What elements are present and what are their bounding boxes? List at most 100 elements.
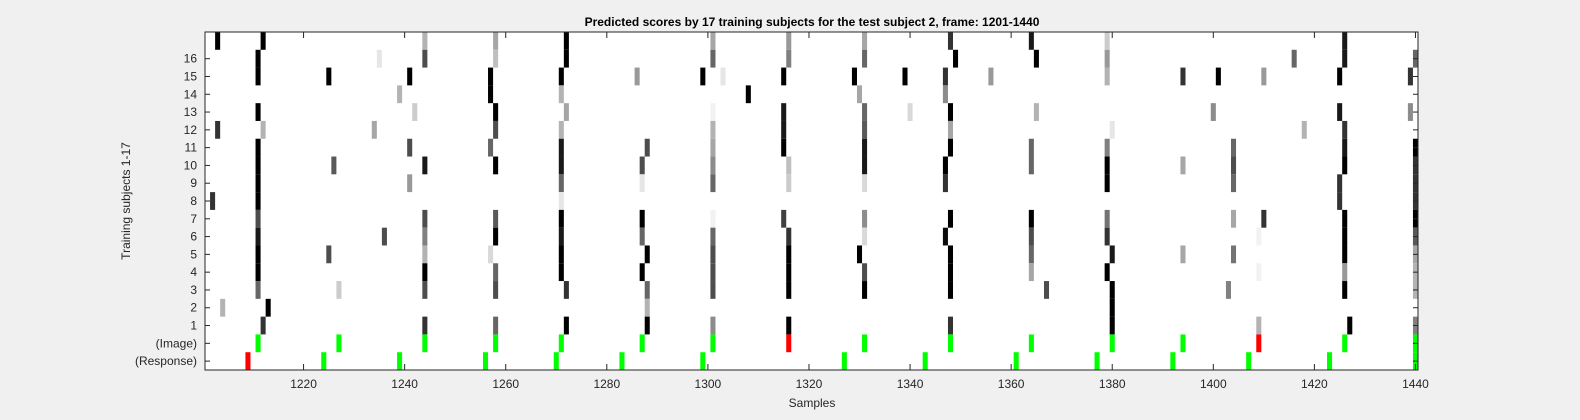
score-cell [851, 67, 857, 86]
y-tick-label: 4 [190, 265, 197, 279]
score-cell [1337, 67, 1343, 86]
image-marker [639, 334, 645, 353]
score-cell [781, 138, 787, 157]
score-cell [422, 281, 428, 299]
score-cell [644, 138, 650, 157]
response-marker [1327, 352, 1333, 370]
score-cell [563, 316, 569, 335]
score-cell [902, 67, 908, 86]
image-marker [493, 334, 499, 353]
score-cell [397, 85, 403, 104]
score-cell [942, 174, 948, 193]
score-cell [255, 49, 261, 68]
score-cell [326, 245, 332, 264]
score-cell [493, 156, 499, 175]
y-tick-label: 11 [185, 141, 198, 155]
score-cell [710, 156, 716, 175]
score-cell [710, 245, 716, 264]
x-tick-label: 1360 [998, 377, 1025, 391]
score-cell [1104, 227, 1110, 246]
score-cell [1180, 67, 1186, 86]
score-cell [220, 298, 226, 317]
score-cell [1342, 32, 1348, 50]
y-tick-label: 3 [190, 283, 197, 297]
score-cell [862, 209, 868, 228]
score-cell [710, 49, 716, 68]
score-cell [407, 138, 413, 157]
y-tick-label: 1 [190, 319, 197, 333]
score-cell [1210, 103, 1216, 121]
response-marker [321, 352, 327, 370]
score-cell [407, 67, 413, 86]
response-marker [922, 352, 928, 370]
score-cell [1337, 174, 1343, 193]
score-cell [1342, 120, 1348, 139]
score-cell [210, 192, 216, 210]
score-cell [1231, 156, 1237, 175]
chart-title: Predicted scores by 17 training subjects… [585, 15, 1040, 29]
score-cell [942, 67, 948, 86]
y-axis-label: Training subjects 1-17 [119, 142, 133, 260]
score-cell [1104, 209, 1110, 228]
score-cell [953, 49, 959, 68]
score-cell [1342, 227, 1348, 246]
score-cell [1104, 49, 1110, 68]
score-cell [558, 192, 564, 210]
score-cell [862, 281, 868, 299]
score-cell [644, 298, 650, 317]
score-cell [563, 281, 569, 299]
score-cell [947, 120, 954, 139]
score-cell [1231, 138, 1237, 157]
score-cell [1180, 245, 1186, 264]
score-cell [786, 316, 792, 335]
score-cell [260, 316, 266, 335]
score-cell [1109, 281, 1115, 299]
score-cell [563, 103, 569, 121]
score-cell [255, 67, 261, 86]
score-cell [1028, 263, 1034, 282]
score-cell [710, 32, 716, 50]
score-cell [786, 156, 792, 175]
score-cell [1261, 67, 1267, 86]
image-marker [862, 334, 868, 353]
score-cell [260, 120, 266, 139]
y-tick-label: 5 [190, 247, 197, 261]
score-cell [493, 32, 499, 50]
score-cell [1291, 49, 1297, 68]
score-cell [639, 209, 645, 228]
score-cell [376, 49, 382, 68]
x-tick-label: 1220 [290, 377, 317, 391]
score-cell [1215, 67, 1221, 86]
score-cell [255, 103, 261, 121]
response-marker [1170, 352, 1176, 370]
score-cell [1028, 245, 1034, 264]
y-tick-label: 14 [184, 87, 198, 101]
x-tick-label: 1240 [391, 377, 418, 391]
score-cell [563, 32, 569, 50]
y-tick-label: 2 [190, 301, 197, 315]
score-cell [1028, 209, 1034, 228]
score-cell [1033, 49, 1039, 68]
x-tick-label: 1340 [897, 377, 924, 391]
score-cell [862, 49, 868, 68]
score-cell [947, 245, 954, 264]
image-marker [1342, 334, 1348, 353]
score-cell [1109, 298, 1115, 317]
score-cell [786, 49, 792, 68]
score-cell [862, 263, 868, 282]
score-cell [1109, 316, 1115, 335]
image-marker [558, 334, 564, 353]
score-cell [1225, 281, 1231, 299]
score-cell [336, 281, 342, 299]
score-cell [639, 174, 645, 193]
score-cell [488, 85, 494, 104]
score-cell [644, 316, 650, 335]
x-tick-label: 1260 [492, 377, 519, 391]
score-cell [1109, 245, 1115, 264]
x-tick-label: 1420 [1301, 377, 1328, 391]
score-cell [639, 263, 645, 282]
response-marker [1013, 352, 1019, 370]
response-marker [397, 352, 403, 370]
score-cell [1109, 120, 1115, 139]
y-tick-label: 12 [184, 123, 198, 137]
